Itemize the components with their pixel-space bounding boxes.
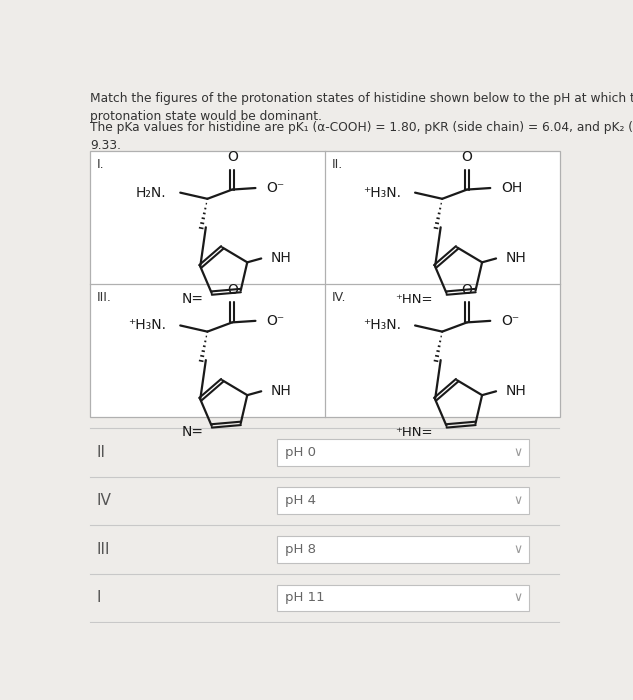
Text: IV: IV <box>96 494 111 508</box>
FancyBboxPatch shape <box>277 536 529 563</box>
Text: O⁻: O⁻ <box>266 314 285 328</box>
Text: ∨: ∨ <box>513 543 522 556</box>
Text: IV.: IV. <box>332 290 346 304</box>
Text: O⁻: O⁻ <box>266 181 285 195</box>
Text: pH 4: pH 4 <box>285 494 316 508</box>
FancyBboxPatch shape <box>277 584 529 612</box>
Text: O: O <box>227 283 237 297</box>
Text: ⁺HN=: ⁺HN= <box>395 293 432 306</box>
Text: pH 11: pH 11 <box>285 592 325 605</box>
Text: II.: II. <box>332 158 343 171</box>
FancyBboxPatch shape <box>90 151 560 416</box>
Text: II: II <box>96 445 105 460</box>
Text: III: III <box>96 542 110 557</box>
Text: O⁻: O⁻ <box>501 314 519 328</box>
Text: H₂N.: H₂N. <box>135 186 166 199</box>
Text: NH: NH <box>270 384 291 398</box>
Text: pH 8: pH 8 <box>285 543 316 556</box>
Text: NH: NH <box>270 251 291 265</box>
Text: ∨: ∨ <box>513 592 522 605</box>
Text: N=: N= <box>182 292 204 306</box>
Text: O: O <box>227 150 237 164</box>
Text: ⁺H₃N.: ⁺H₃N. <box>128 318 166 332</box>
Text: OH: OH <box>501 181 522 195</box>
Text: ⁺HN=: ⁺HN= <box>395 426 432 439</box>
Text: ∨: ∨ <box>513 494 522 508</box>
Text: ⁺H₃N.: ⁺H₃N. <box>363 186 401 199</box>
Text: ∨: ∨ <box>513 446 522 459</box>
Text: The pKa values for histidine are pK₁ (α-COOH) = 1.80, pKR (side chain) = 6.04, a: The pKa values for histidine are pK₁ (α-… <box>90 121 633 152</box>
Text: O: O <box>461 150 472 164</box>
Text: O: O <box>461 283 472 297</box>
FancyBboxPatch shape <box>277 439 529 466</box>
Text: ⁺H₃N.: ⁺H₃N. <box>363 318 401 332</box>
FancyBboxPatch shape <box>277 487 529 514</box>
Text: I.: I. <box>97 158 104 171</box>
Text: Match the figures of the protonation states of histidine shown below to the pH a: Match the figures of the protonation sta… <box>90 92 633 122</box>
Text: III.: III. <box>97 290 112 304</box>
Text: I: I <box>96 591 101 606</box>
Text: NH: NH <box>505 384 526 398</box>
Text: NH: NH <box>505 251 526 265</box>
Text: N=: N= <box>182 425 204 439</box>
Text: pH 0: pH 0 <box>285 446 316 459</box>
